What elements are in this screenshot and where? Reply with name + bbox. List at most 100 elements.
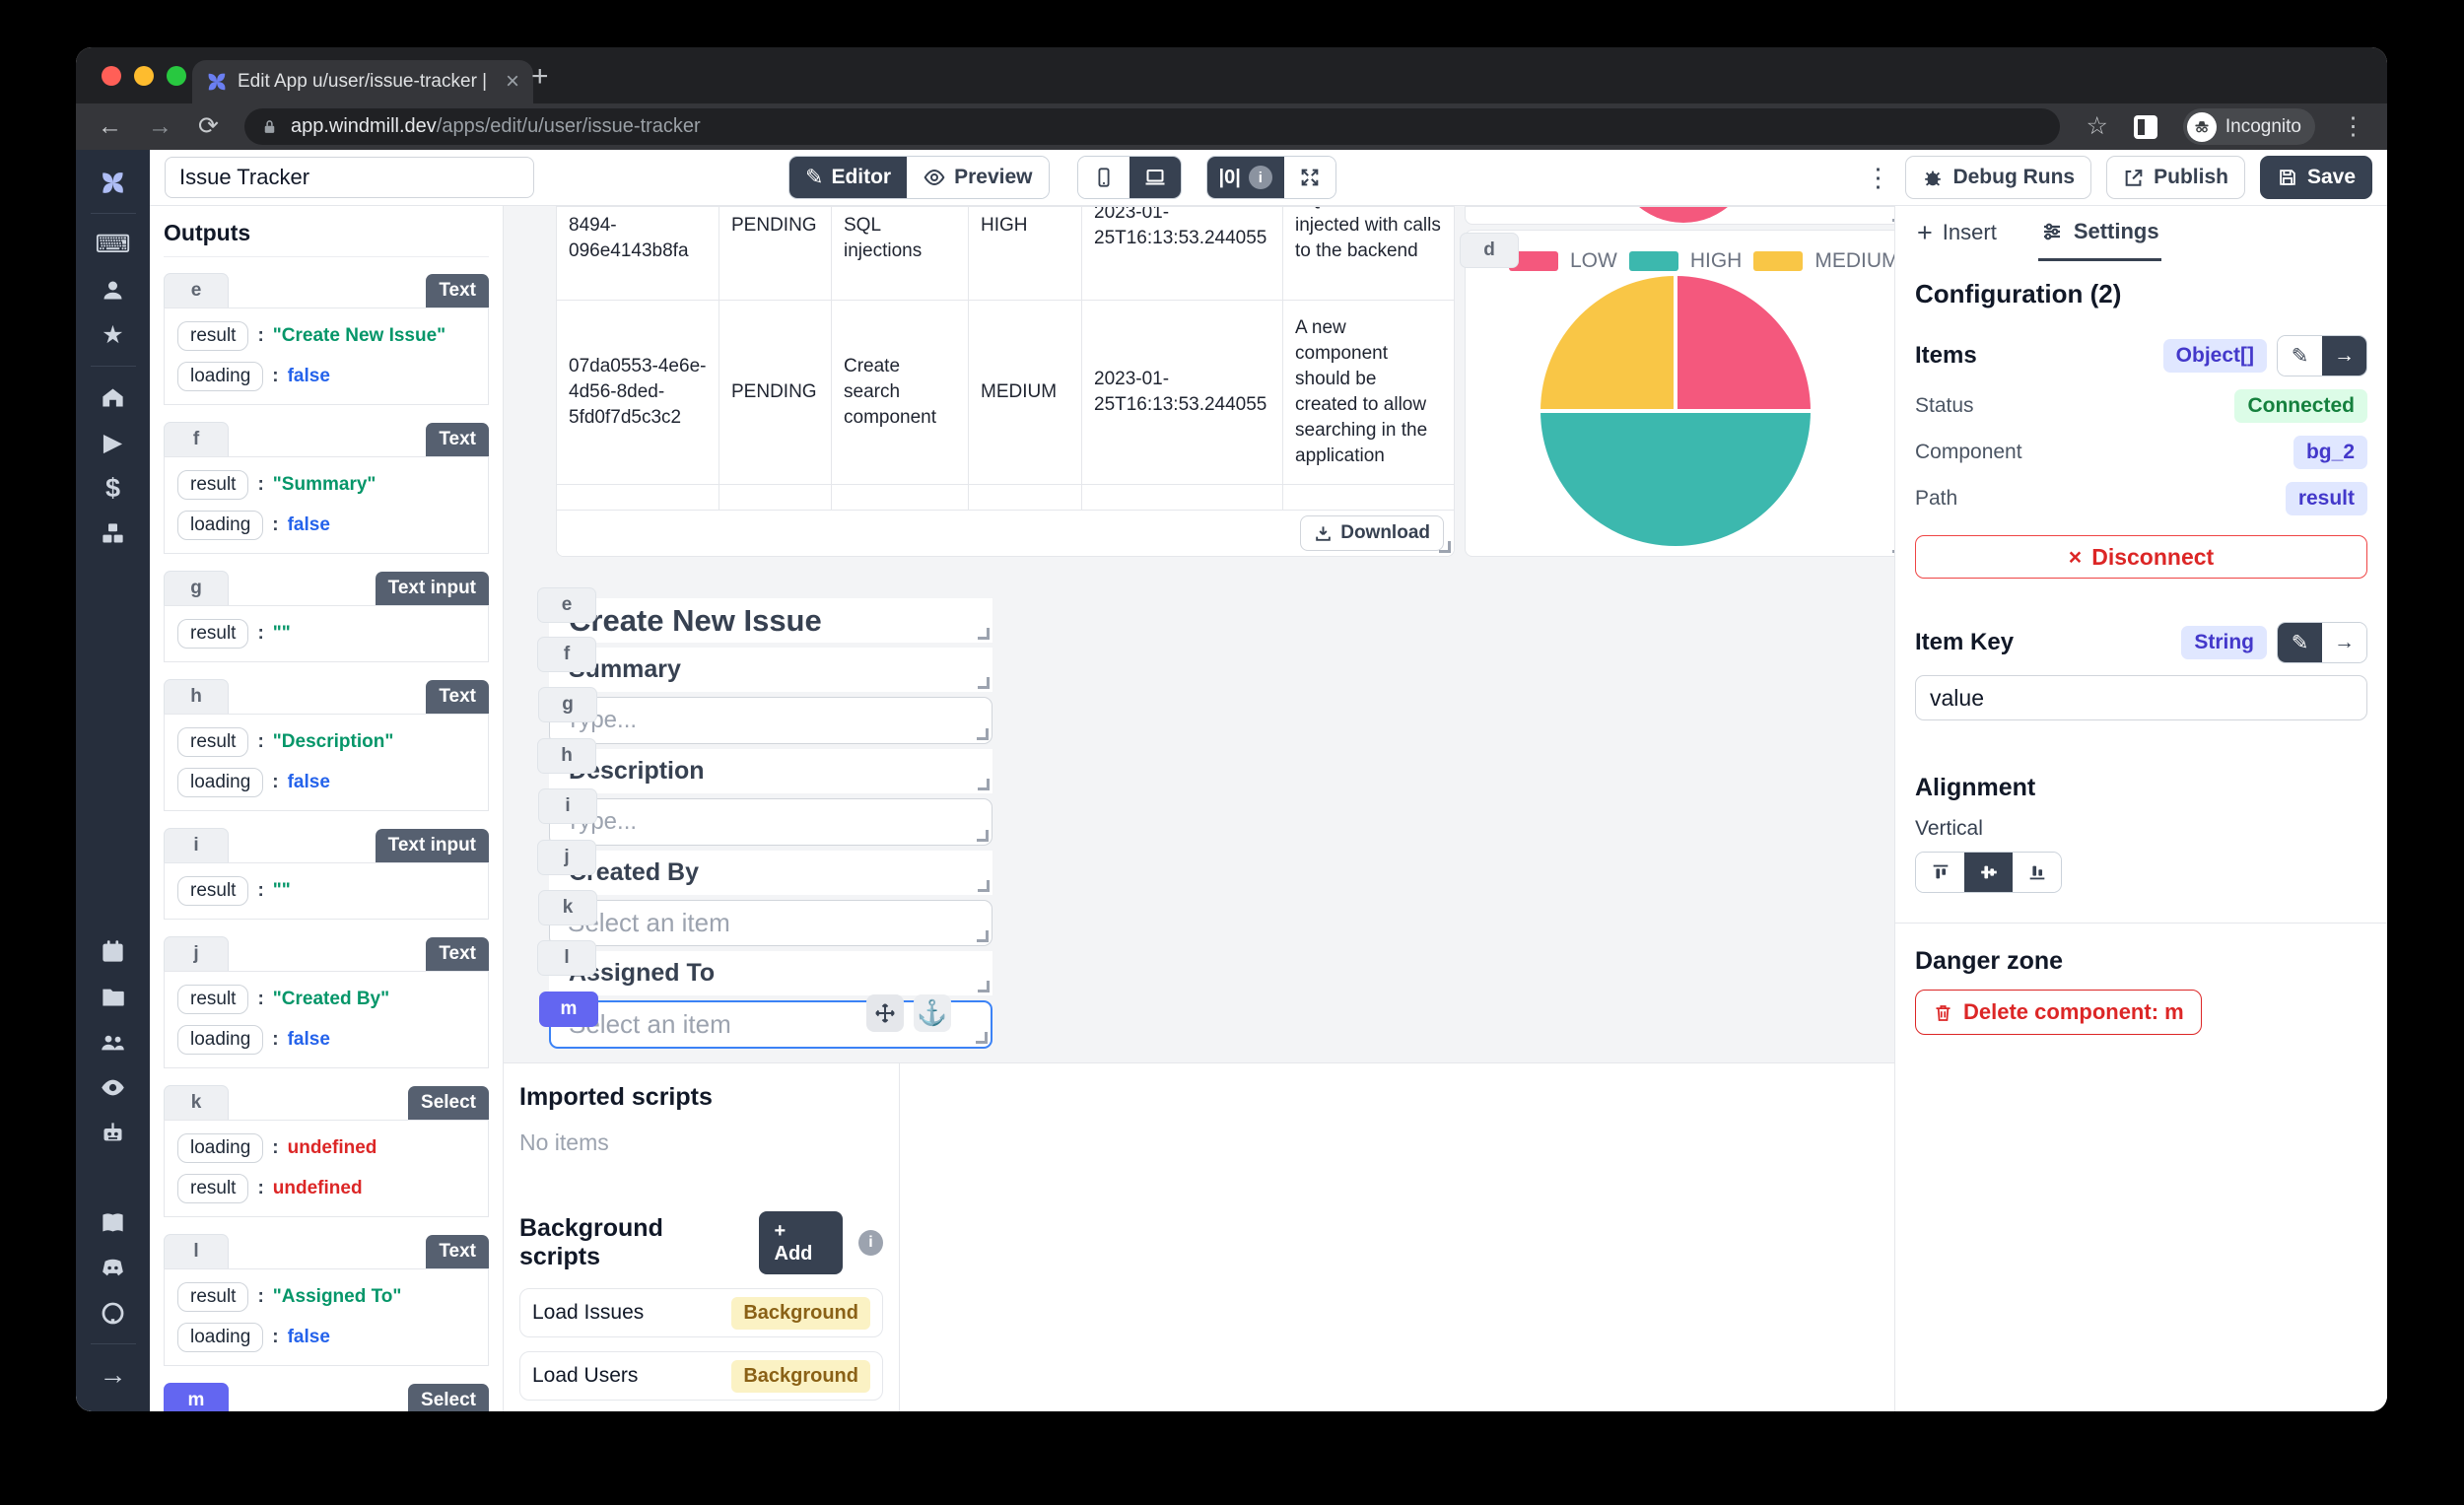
editor-tab[interactable]: ✎ Editor: [789, 157, 908, 198]
output-component-e[interactable]: e Text result"Create New Issue" loadingf…: [164, 273, 489, 405]
output-component-k[interactable]: k Select loadingundefined resultundefine…: [164, 1085, 489, 1217]
docs-book-icon[interactable]: [92, 1199, 135, 1245]
output-component-i[interactable]: i Text input result"": [164, 828, 489, 920]
script-row-load-issues[interactable]: Load Issues Background: [519, 1288, 883, 1337]
connect-arrow-button[interactable]: →: [2322, 623, 2366, 662]
connect-arrow-button[interactable]: →: [2322, 336, 2366, 376]
resize-handle[interactable]: [977, 930, 989, 942]
tab-settings[interactable]: Settings: [2037, 206, 2161, 261]
fullscreen-button[interactable]: [1283, 157, 1335, 198]
align-top-button[interactable]: [1916, 853, 1964, 892]
resize-handle[interactable]: [1892, 541, 1894, 553]
script-row-load-users[interactable]: Load Users Background: [519, 1351, 883, 1401]
publish-button[interactable]: Publish: [2106, 156, 2245, 199]
description-label-component[interactable]: h Description: [537, 738, 992, 793]
resources-cubes-icon[interactable]: [92, 511, 135, 556]
browser-tab[interactable]: Edit App u/user/issue-tracker | ×: [192, 60, 533, 103]
output-component-j[interactable]: j Text result"Created By" loadingfalse: [164, 936, 489, 1068]
audit-eye-icon[interactable]: [92, 1064, 135, 1110]
address-bar[interactable]: app.windmill.dev/apps/edit/u/user/issue-…: [243, 108, 2061, 145]
anchor-button[interactable]: ⚓: [914, 994, 951, 1032]
item-key-input[interactable]: [1915, 675, 2367, 720]
align-bottom-button[interactable]: [2013, 853, 2061, 892]
app-canvas[interactable]: e387-4d2d-8494-096e4143b8fa PENDING Chec…: [504, 206, 1894, 1062]
forward-icon[interactable]: →: [148, 112, 172, 140]
disconnect-button[interactable]: × Disconnect: [1915, 535, 2367, 579]
pie-chart-component[interactable]: d LOW HIGH MEDIUM: [1460, 230, 1894, 557]
output-component-m[interactable]: m Select loadingundefined resultundefine…: [164, 1383, 489, 1411]
runs-play-icon[interactable]: ▶: [103, 428, 123, 456]
output-component-l[interactable]: l Text result"Assigned To" loadingfalse: [164, 1234, 489, 1366]
collapse-arrow-right-icon[interactable]: →: [99, 1359, 127, 1390]
settings-panel: + Insert Settings Configuration (2) Item: [1894, 206, 2387, 1411]
summary-input-component[interactable]: g: [538, 687, 992, 744]
summary-input[interactable]: [550, 698, 992, 743]
description-input[interactable]: [550, 799, 992, 845]
summary-label-component[interactable]: f Summary: [537, 637, 992, 692]
resize-handle[interactable]: [1439, 541, 1451, 553]
groups-users-icon[interactable]: [92, 1019, 135, 1064]
preview-tab[interactable]: Preview: [907, 157, 1049, 198]
resize-handle[interactable]: [976, 1032, 988, 1044]
browser-menu-icon[interactable]: ⋮: [2341, 112, 2365, 140]
home-icon[interactable]: [92, 375, 135, 420]
workers-robot-icon[interactable]: [92, 1110, 135, 1155]
discord-icon[interactable]: [92, 1245, 135, 1290]
minimize-window-button[interactable]: [134, 65, 154, 86]
apps-keyboard-icon[interactable]: ⌨: [95, 230, 131, 258]
back-icon[interactable]: ←: [98, 112, 122, 140]
save-button[interactable]: Save: [2259, 156, 2372, 199]
resize-handle[interactable]: [978, 779, 990, 790]
output-component-g[interactable]: g Text input result"": [164, 571, 489, 662]
user-icon[interactable]: [92, 267, 135, 312]
bookmark-star-icon[interactable]: ☆: [2086, 112, 2108, 140]
cropped-pie-component[interactable]: [1465, 206, 1894, 225]
output-component-f[interactable]: f Text result"Summary" loadingfalse: [164, 422, 489, 554]
debug-runs-button[interactable]: Debug Runs: [1905, 156, 2092, 199]
resize-handle[interactable]: [978, 880, 990, 892]
folders-icon[interactable]: [92, 974, 135, 1019]
schedules-calendar-icon[interactable]: [92, 928, 135, 974]
output-component-h[interactable]: h Text result"Description" loadingfalse: [164, 679, 489, 811]
align-center-button[interactable]: [1964, 853, 2013, 892]
variables-dollar-icon[interactable]: $: [104, 472, 121, 503]
side-panel-icon[interactable]: [2133, 114, 2157, 139]
windmill-logo-icon[interactable]: [92, 160, 135, 205]
assigned-to-select-component[interactable]: m Select an item ⚓: [539, 992, 992, 1049]
created-by-select-component[interactable]: k Select an item: [538, 890, 992, 946]
favorites-star-icon[interactable]: ★: [102, 320, 124, 349]
assigned-to-label-component[interactable]: l Assigned To: [537, 940, 992, 995]
resize-handle[interactable]: [978, 628, 990, 640]
download-button[interactable]: Download: [1300, 515, 1444, 551]
resize-handle[interactable]: [977, 830, 989, 842]
resize-handle[interactable]: [1892, 210, 1894, 222]
static-edit-button[interactable]: ✎: [2278, 623, 2322, 662]
reload-icon[interactable]: ⟳: [198, 112, 219, 140]
app-toolbar: ✎ Editor Preview: [150, 150, 2387, 206]
resize-handle[interactable]: [978, 677, 990, 689]
issues-table-component[interactable]: e387-4d2d-8494-096e4143b8fa PENDING Chec…: [556, 206, 1455, 557]
description-input-component[interactable]: i: [538, 788, 992, 846]
more-options-icon[interactable]: ⋮: [1865, 162, 1891, 192]
delete-component-button[interactable]: Delete component: m: [1915, 990, 2202, 1035]
created-by-label-component[interactable]: j Created By: [537, 840, 992, 895]
resize-handle[interactable]: [977, 728, 989, 740]
table-row[interactable]: 07da0553-4e6e-4d56-8ded-5fd0f7d5c3c2 PEN…: [557, 300, 1454, 484]
add-background-script-button[interactable]: + Add: [758, 1211, 843, 1274]
static-edit-button[interactable]: ✎: [2278, 336, 2322, 376]
new-tab-button[interactable]: +: [531, 60, 549, 93]
title-text-component[interactable]: e Create New Issue: [537, 587, 992, 643]
zoom-window-button[interactable]: [167, 65, 186, 86]
tab-close-icon[interactable]: ×: [505, 68, 519, 95]
resize-handle[interactable]: [978, 981, 990, 992]
close-window-button[interactable]: [102, 65, 121, 86]
table-row[interactable]: e387-4d2d-8494-096e4143b8fa PENDING Chec…: [557, 207, 1454, 300]
hide-panels-button[interactable]: |0| i: [1206, 157, 1284, 198]
move-handle-button[interactable]: [866, 994, 904, 1032]
app-name-input[interactable]: [165, 157, 534, 198]
tab-insert[interactable]: + Insert: [1917, 217, 1997, 247]
trash-icon: [1936, 1004, 1951, 1021]
desktop-view-button[interactable]: [1129, 157, 1181, 198]
github-icon[interactable]: [92, 1290, 135, 1335]
mobile-view-button[interactable]: [1077, 157, 1129, 198]
